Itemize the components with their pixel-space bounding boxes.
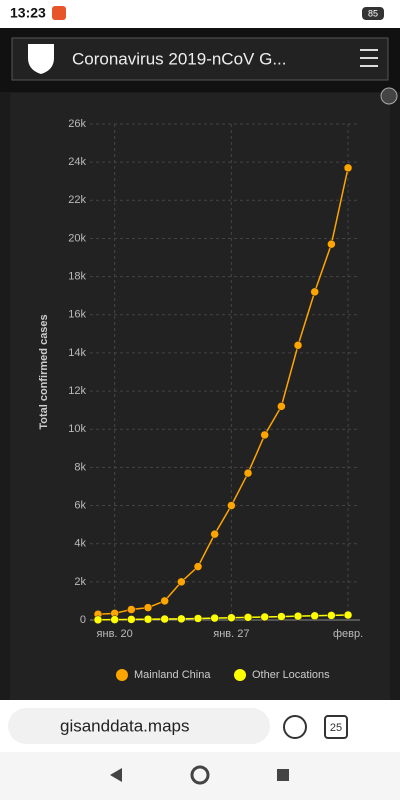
data-point xyxy=(343,610,353,620)
header-title: Coronavirus 2019-nCoV G... xyxy=(72,49,287,68)
data-point xyxy=(143,614,153,624)
x-tick-label: янв. 20 xyxy=(97,628,133,640)
y-tick-label: 12k xyxy=(68,385,86,397)
chart-panel xyxy=(10,93,390,700)
url: gisanddata.maps xyxy=(60,716,189,735)
data-point xyxy=(243,613,253,622)
data-point xyxy=(127,605,136,614)
recents-button[interactable] xyxy=(277,769,289,781)
y-tick-label: 22k xyxy=(68,194,86,206)
data-point xyxy=(193,614,203,623)
y-tick-label: 4k xyxy=(74,538,86,550)
data-point xyxy=(227,501,236,510)
y-tick-label: 20k xyxy=(68,232,86,244)
menu-button[interactable] xyxy=(360,49,378,67)
data-point xyxy=(160,614,169,624)
series-line xyxy=(97,614,349,621)
data-point xyxy=(310,611,319,621)
y-tick-label: 16k xyxy=(68,309,86,321)
data-point xyxy=(193,562,203,571)
app-icon xyxy=(52,6,66,20)
y-tick-label: 2k xyxy=(74,576,86,588)
data-point xyxy=(143,603,153,612)
data-point xyxy=(93,615,103,625)
y-tick-label: 24k xyxy=(68,156,86,168)
y-tick-label: 14k xyxy=(68,347,86,359)
x-tick-label: февр. xyxy=(333,628,363,640)
app-header xyxy=(11,37,389,81)
url-field[interactable] xyxy=(8,708,270,744)
status-bar xyxy=(0,0,400,28)
y-tick-label: 0 xyxy=(80,614,86,626)
nav-bar xyxy=(0,752,400,800)
data-point xyxy=(343,163,353,173)
data-point xyxy=(227,613,236,622)
y-tick-label: 8k xyxy=(74,461,86,473)
new-tab-button[interactable] xyxy=(283,715,307,739)
data-point xyxy=(277,612,286,621)
data-point xyxy=(327,239,336,249)
data-point xyxy=(277,402,286,411)
y-tick-label: 26k xyxy=(68,118,86,130)
chart: 0 2k 4k 6k 8k 10k 12k 14k 16k 18k 20k 22k 24k 26k Tota… xyxy=(38,118,363,681)
legend-swatch xyxy=(116,669,128,681)
tab-count: 25 xyxy=(330,722,342,734)
battery-level: 85 xyxy=(368,8,378,18)
data-point xyxy=(210,529,219,539)
y-tick-label: 18k xyxy=(68,271,86,283)
data-point xyxy=(327,611,336,620)
battery xyxy=(362,7,384,20)
y-tick-label: 10k xyxy=(68,423,86,435)
data-point xyxy=(110,615,119,624)
data-point xyxy=(127,615,136,624)
data-point xyxy=(260,430,269,440)
y-axis-label: Total confirmed cases xyxy=(38,314,50,429)
data-point xyxy=(160,596,169,606)
legend-label: Other Locations xyxy=(252,669,330,681)
home-button[interactable] xyxy=(190,765,210,785)
legend-label: Mainland China xyxy=(134,669,211,681)
series-line xyxy=(97,167,349,616)
data-point xyxy=(243,468,253,478)
data-point xyxy=(293,341,303,350)
logo xyxy=(28,44,54,74)
back-button[interactable] xyxy=(110,768,122,782)
data-point xyxy=(310,287,319,297)
data-point xyxy=(177,577,186,587)
data-point xyxy=(260,612,269,622)
y-tick-label: 6k xyxy=(74,499,86,511)
tabs-button[interactable] xyxy=(324,715,348,739)
data-point xyxy=(293,611,303,621)
status-time: 13:23 xyxy=(10,5,46,21)
legend-swatch xyxy=(234,669,246,681)
expand-button[interactable] xyxy=(380,87,398,105)
data-point xyxy=(210,613,219,623)
x-tick-label: янв. 27 xyxy=(213,628,249,640)
data-point xyxy=(177,614,186,624)
